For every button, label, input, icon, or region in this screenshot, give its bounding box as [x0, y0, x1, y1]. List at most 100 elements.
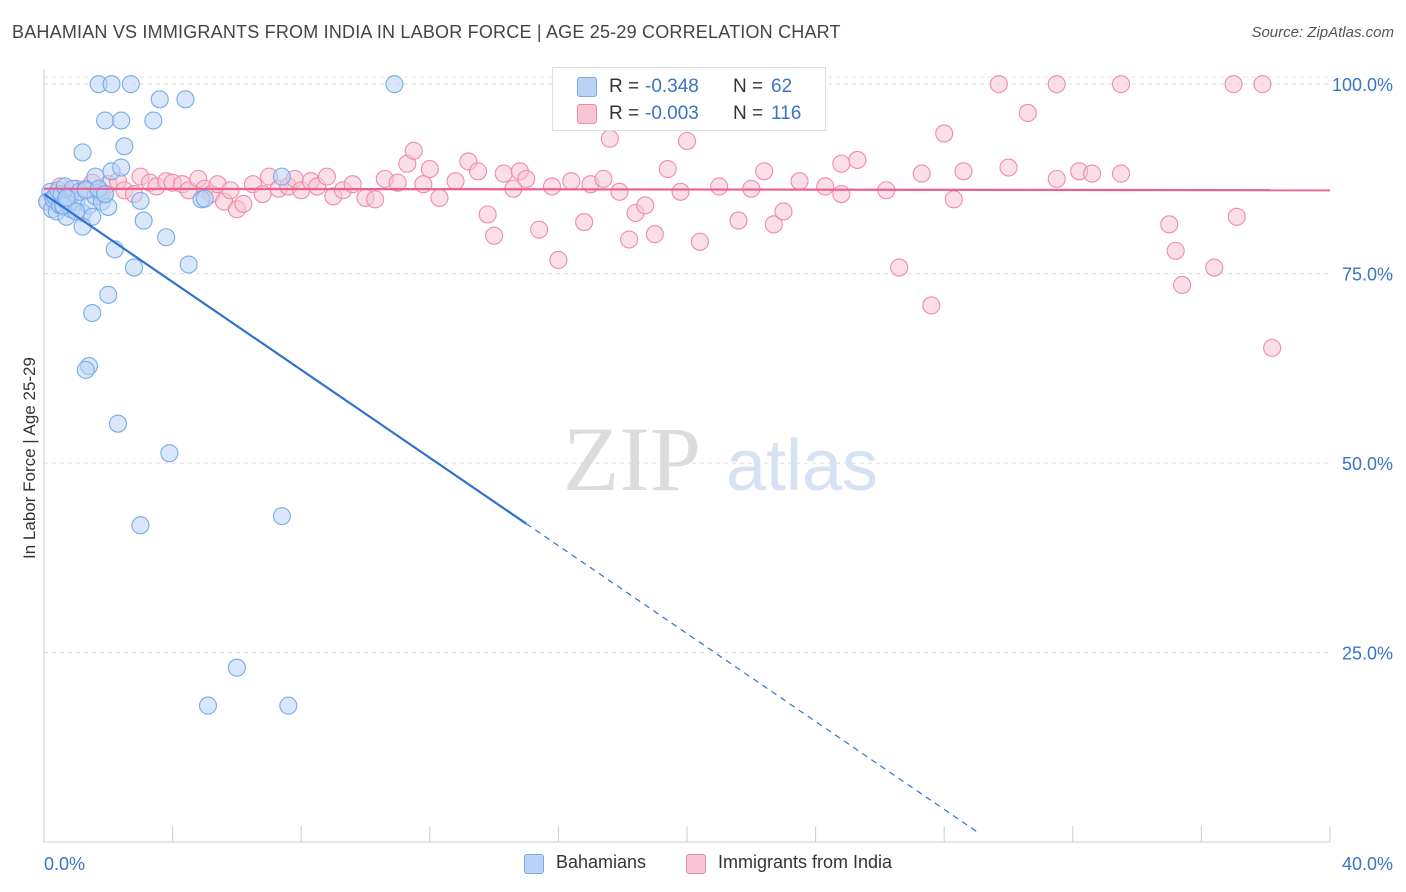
watermark: ZIP atlas [563, 408, 878, 510]
data-point [645, 225, 664, 244]
legend-r-value: -0.003 [645, 103, 699, 124]
data-point [710, 177, 729, 196]
y-tick-label: 50.0% [1342, 454, 1393, 474]
data-point [279, 696, 298, 715]
legend-swatch-bahamians [577, 77, 597, 97]
data-point [562, 172, 581, 191]
data-point [420, 159, 439, 179]
tick-labels: 25.0% 50.0% 75.0% 100.0% 0.0% 40.0% [44, 75, 1393, 874]
data-point [157, 228, 176, 247]
data-point [99, 285, 118, 304]
data-point [816, 177, 835, 196]
data-point [1047, 169, 1066, 188]
data-point [1111, 75, 1131, 94]
data-point [112, 158, 131, 177]
data-point [388, 173, 407, 192]
data-point [530, 220, 549, 239]
data-point [1083, 164, 1102, 183]
data-point [755, 162, 774, 181]
data-point [366, 190, 385, 209]
data-point [944, 190, 963, 209]
data-point [677, 131, 697, 151]
data-point [1205, 258, 1224, 277]
data-point [96, 111, 115, 130]
data-point [1160, 215, 1179, 234]
data-point [935, 124, 954, 143]
data-point [594, 169, 613, 188]
data-point [385, 75, 404, 94]
data-point [848, 150, 867, 169]
data-point [150, 90, 169, 109]
watermark-atlas: atlas [726, 426, 878, 506]
data-point [83, 303, 102, 323]
data-point [1224, 75, 1243, 94]
y-tick-label: 75.0% [1342, 265, 1393, 285]
data-point [999, 158, 1018, 177]
data-point [272, 507, 291, 526]
data-point [179, 255, 198, 274]
data-point [176, 90, 195, 109]
data-point [234, 194, 253, 213]
data-point [912, 164, 931, 183]
data-point [1227, 207, 1246, 226]
data-point [600, 129, 619, 148]
data-point [131, 516, 150, 535]
data-point [76, 360, 95, 379]
data-point [115, 137, 134, 156]
data-point [227, 658, 246, 677]
bottom-legend-swatch-bahamians [524, 854, 544, 874]
chart-title: BAHAMIAN VS IMMIGRANTS FROM INDIA IN LAB… [12, 22, 841, 42]
data-point [468, 162, 488, 181]
gridlines [44, 76, 1330, 654]
data-point [1253, 75, 1272, 94]
legend-n-value: 62 [771, 76, 793, 97]
data-point [124, 258, 144, 277]
data-point [517, 169, 536, 188]
x-tick-label: 40.0% [1342, 854, 1393, 874]
legend-swatch-india [577, 104, 597, 124]
data-point [1018, 103, 1037, 123]
data-point [478, 205, 497, 224]
data-point [134, 211, 153, 230]
data-point [198, 696, 218, 715]
bottom-legend-label-india: Immigrants from India [718, 852, 893, 872]
correlation-legend: R = -0.348 N = 62 R = -0.003 N = 116 [552, 67, 826, 131]
data-point [144, 111, 163, 130]
data-point [272, 167, 291, 186]
data-point [404, 141, 423, 160]
data-point [1166, 241, 1185, 260]
data-point [790, 172, 809, 191]
data-point [1111, 164, 1131, 183]
data-point [317, 167, 336, 186]
data-point [121, 75, 140, 94]
y-tick-label: 25.0% [1342, 644, 1393, 664]
legend-r-value: -0.348 [645, 76, 699, 97]
data-point [610, 182, 629, 201]
data-point [764, 215, 783, 234]
data-point [690, 232, 709, 251]
data-point [73, 143, 92, 162]
x-tick-label: 0.0% [44, 854, 85, 874]
data-point [160, 444, 179, 463]
watermark-zip: ZIP [563, 408, 701, 510]
data-point [485, 226, 504, 245]
data-point [989, 75, 1008, 94]
data-point [922, 296, 941, 315]
legend-row-bahamians: R = -0.348 N = 62 [553, 74, 825, 100]
legend-n-label: N = [733, 76, 764, 97]
data-point [620, 230, 639, 249]
legend-r-label: R = [609, 103, 640, 124]
data-point [1173, 275, 1192, 295]
data-point [131, 191, 150, 210]
legend-row-india: R = -0.003 N = 116 [553, 101, 825, 127]
data-point [494, 164, 513, 183]
data-point [542, 177, 562, 196]
legend-n-value: 116 [771, 103, 802, 124]
data-point [195, 189, 214, 208]
legend-r-label: R = [609, 76, 640, 97]
data-point [729, 211, 748, 230]
data-point [1263, 338, 1282, 357]
data-point [112, 111, 131, 130]
data-point [658, 159, 677, 179]
